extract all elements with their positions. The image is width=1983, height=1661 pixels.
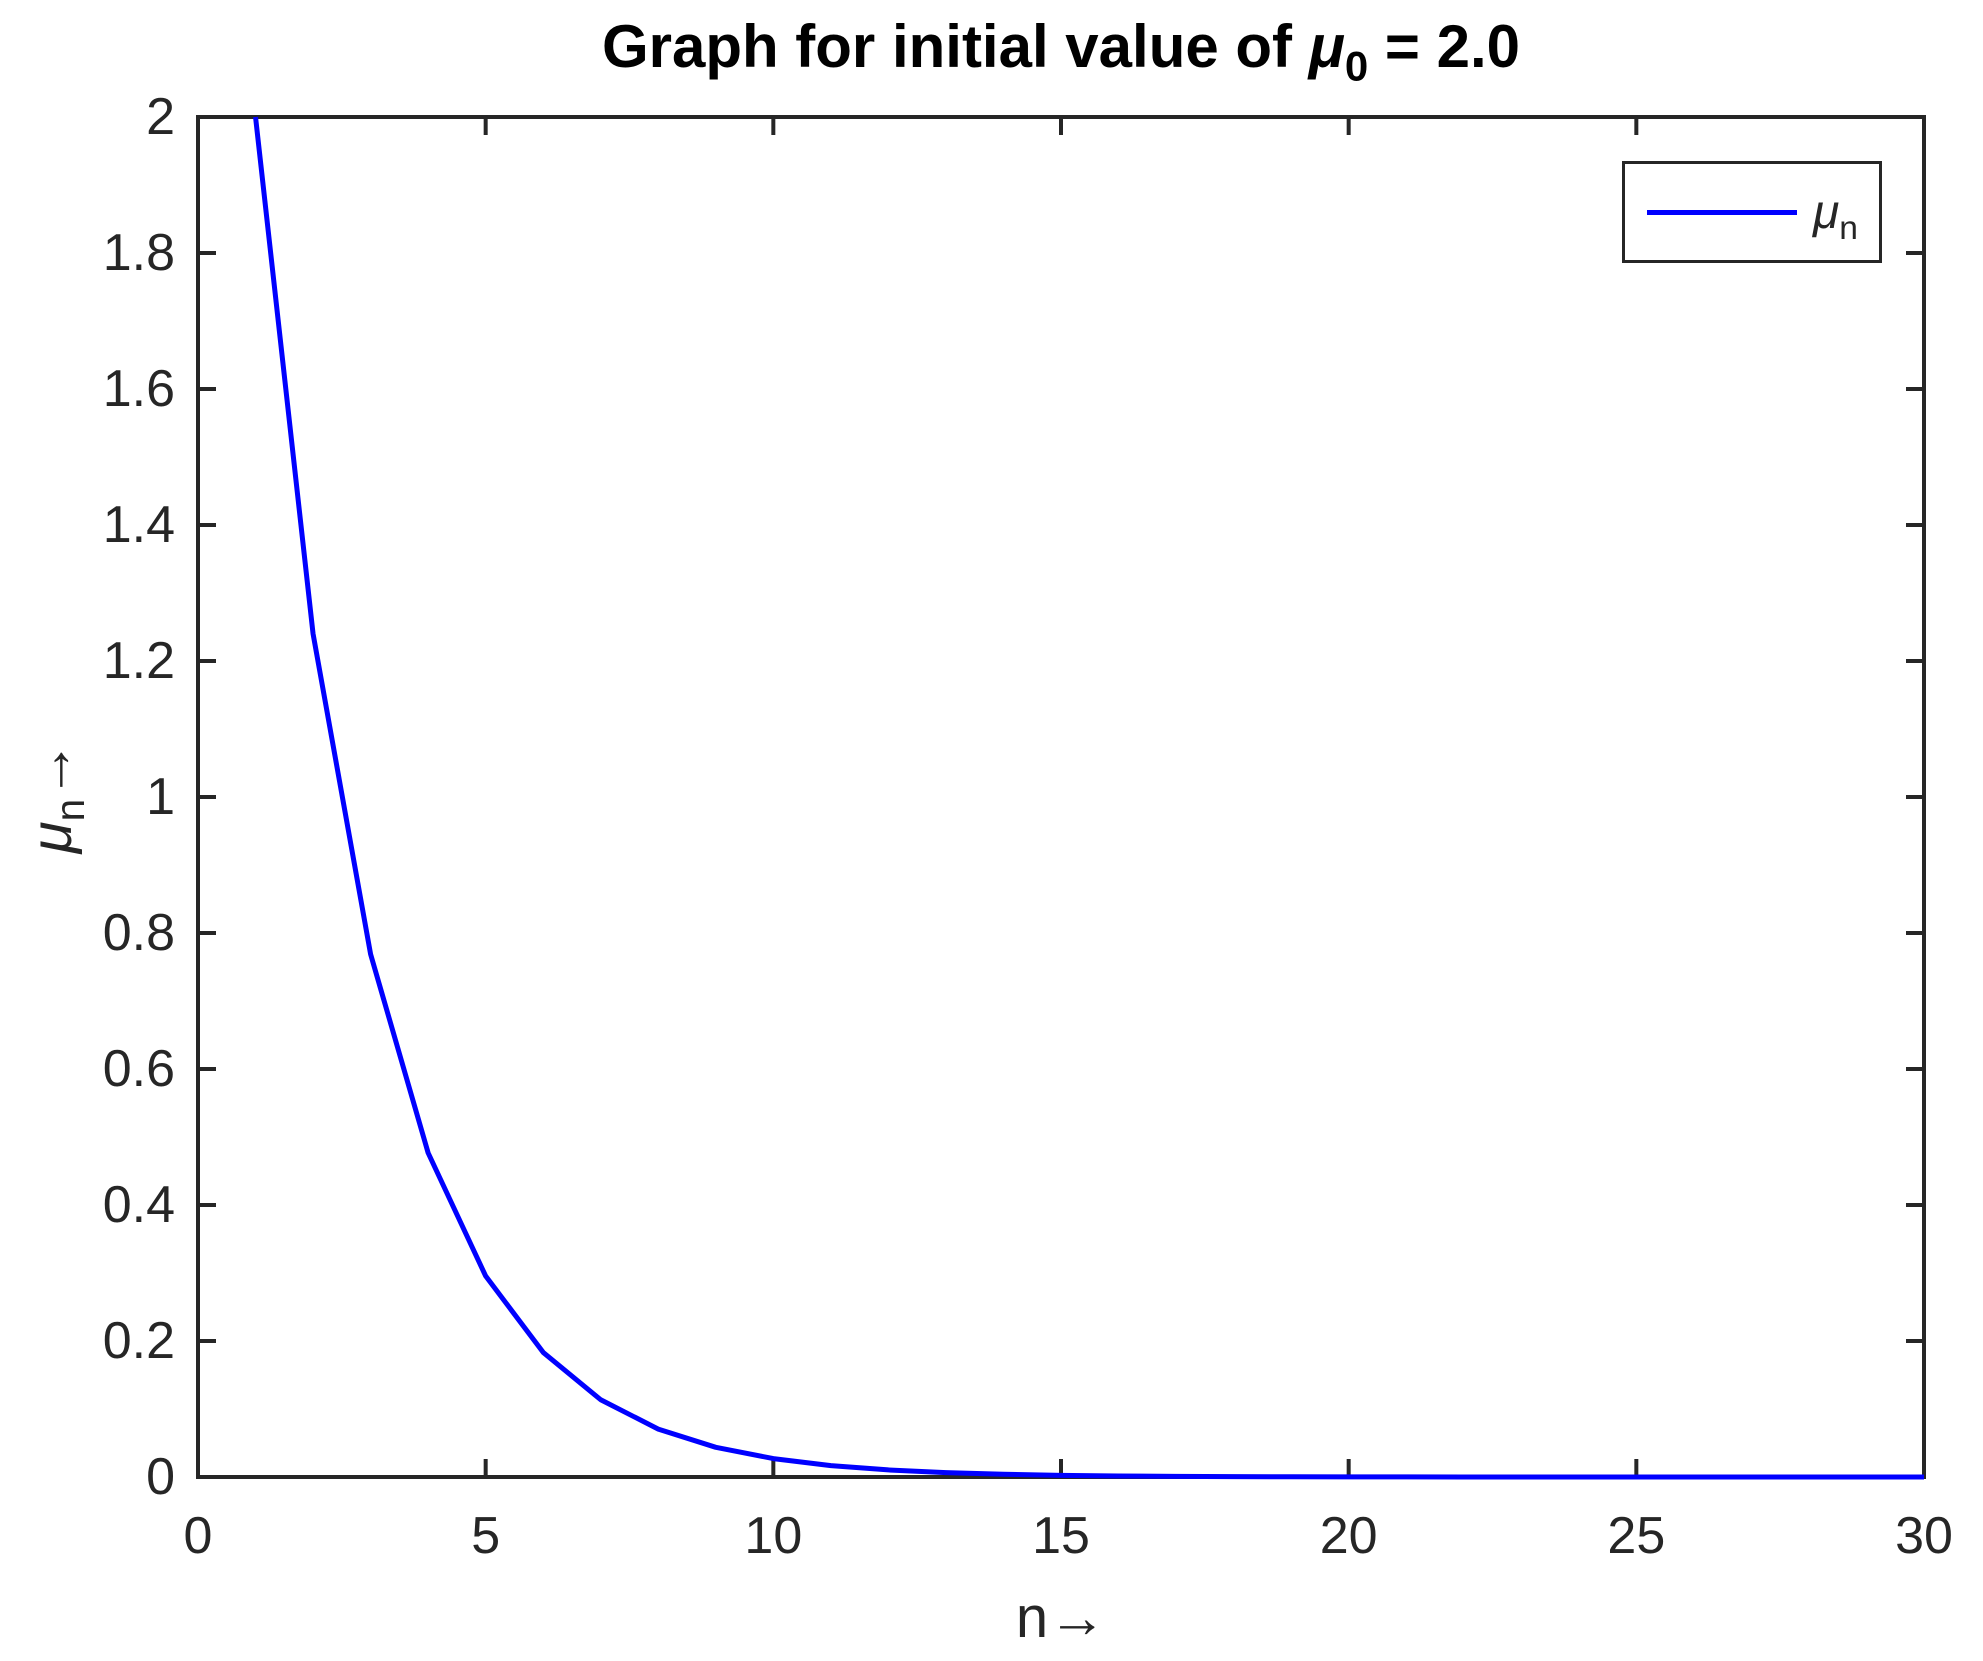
y-tick-label: 1.2 — [102, 632, 175, 690]
data-series-line — [253, 116, 1924, 1480]
x-tick-label: 10 — [744, 1507, 803, 1565]
legend-series-label: μn — [1813, 185, 1858, 245]
chart-title-suffix: = 2.0 — [1368, 13, 1521, 80]
legend-subscript: n — [1839, 209, 1858, 247]
x-axis-label-arrow-icon: → — [1048, 1585, 1107, 1650]
legend-line-sample — [1647, 209, 1797, 215]
y-tick-label: 1.4 — [102, 496, 175, 554]
x-tick-label: 20 — [1319, 1507, 1378, 1565]
chart-title: Graph for initial value of μ0 = 2.0 — [198, 12, 1924, 87]
y-tick-label: 0.6 — [102, 1040, 175, 1098]
x-tick-label: 25 — [1607, 1507, 1666, 1565]
x-axis-label-main: n — [1015, 1585, 1049, 1650]
y-tick-label: 1.8 — [102, 224, 175, 282]
y-tick-label: 0 — [146, 1448, 175, 1506]
x-tick-label: 30 — [1895, 1507, 1953, 1565]
y-tick-label: 0.2 — [102, 1312, 175, 1370]
axes-box — [196, 115, 1926, 1479]
legend-mu-symbol: μ — [1813, 185, 1840, 239]
x-axis-label: n→ — [198, 1584, 1924, 1651]
x-tick-label: 5 — [471, 1507, 501, 1565]
x-tick-label: 15 — [1032, 1507, 1090, 1565]
y-tick-label: 1 — [146, 768, 175, 826]
y-tick-label: 0.4 — [102, 1176, 175, 1234]
legend-box: μn — [1622, 161, 1882, 263]
chart-title-subscript: 0 — [1344, 42, 1369, 90]
x-tick-label: 0 — [183, 1507, 213, 1565]
axis-ticks — [196, 115, 1926, 1479]
y-tick-label: 1.6 — [102, 360, 175, 418]
chart-title-mu-symbol: μ — [1308, 13, 1345, 80]
y-tick-label: 2 — [146, 88, 175, 146]
chart-title-prefix: Graph for initial value of — [601, 13, 1309, 80]
y-tick-label: 0.8 — [102, 904, 175, 962]
